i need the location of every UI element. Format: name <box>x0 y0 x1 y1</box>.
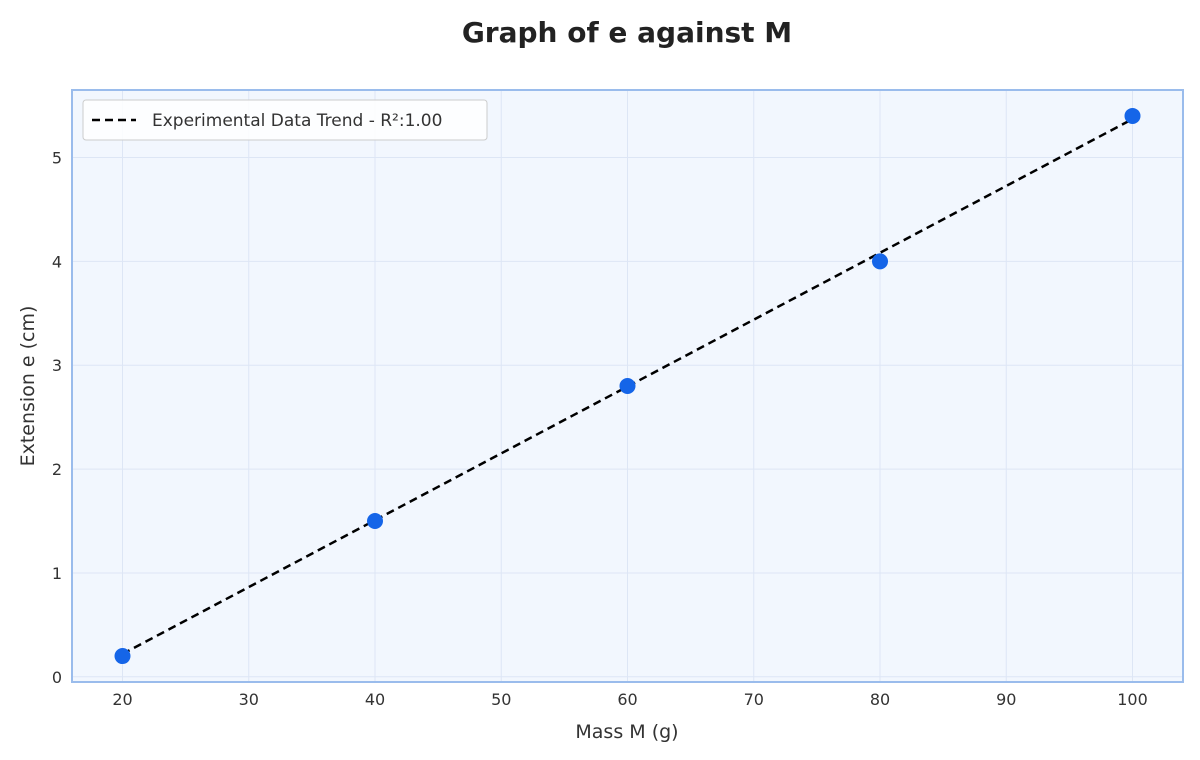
legend: Experimental Data Trend - R²:1.00 <box>82 99 488 141</box>
x-tick-label: 60 <box>617 690 637 709</box>
y-axis-ticks: 0 1 2 3 4 5 <box>52 149 62 687</box>
y-tick-label: 3 <box>52 356 62 375</box>
series-layer <box>114 107 1141 665</box>
y-tick-label: 2 <box>52 460 62 479</box>
legend-box <box>82 99 488 141</box>
y-tick-label: 0 <box>52 668 62 687</box>
x-tick-label: 90 <box>996 690 1016 709</box>
y-tick-label: 1 <box>52 564 62 583</box>
data-point <box>619 378 636 394</box>
y-axis-label: Extension e (cm) <box>17 306 39 467</box>
x-tick-label: 50 <box>491 690 511 709</box>
x-axis-ticks: 20 30 40 50 60 70 80 90 100 <box>112 690 1147 709</box>
data-point <box>114 648 131 665</box>
x-tick-label: 70 <box>744 690 764 709</box>
x-tick-label: 80 <box>870 690 890 709</box>
data-point <box>872 253 888 270</box>
x-tick-label: 100 <box>1117 690 1148 709</box>
data-point <box>367 513 383 530</box>
data-point <box>1124 107 1141 124</box>
x-axis-label: Mass M (g) <box>575 721 678 743</box>
grid <box>72 90 1183 682</box>
trend-line <box>121 117 1134 656</box>
x-tick-label: 40 <box>365 690 385 709</box>
plot-border <box>71 89 1184 683</box>
legend-entry-trend: Experimental Data Trend - R²:1.00 <box>152 111 442 131</box>
chart-title: Graph of e against M <box>462 16 792 49</box>
y-tick-label: 4 <box>52 252 62 271</box>
y-tick-label: 5 <box>52 149 62 168</box>
x-tick-label: 30 <box>239 690 259 709</box>
x-tick-label: 20 <box>112 690 132 709</box>
